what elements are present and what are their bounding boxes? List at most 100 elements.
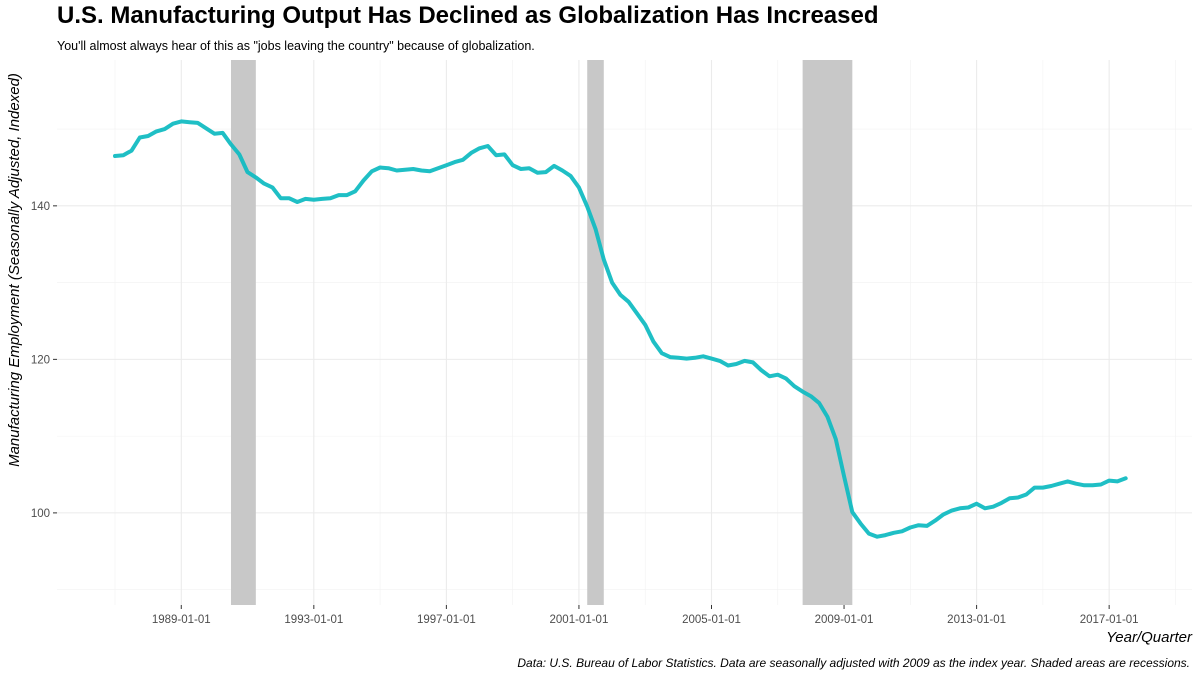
data-point [296,201,298,203]
data-point [917,524,919,526]
data-point [661,352,663,354]
data-point [478,147,480,149]
data-point [321,198,323,200]
data-point [445,164,447,166]
data-point [636,312,638,314]
data-point [304,198,306,200]
chart-title: U.S. Manufacturing Output Has Declined a… [57,2,879,29]
data-point [710,357,712,359]
data-point [420,169,422,171]
data-point [801,390,803,392]
data-point [197,122,199,124]
data-point [429,170,431,172]
data-point [909,526,911,528]
data-point [1042,486,1044,488]
data-point [188,121,190,123]
data-point [951,509,953,511]
data-point [553,165,555,167]
data-point [835,438,837,440]
data-point [1033,486,1035,488]
data-point [205,127,207,129]
x-tick-label: 1997-01-01 [417,614,476,626]
data-point [818,402,820,404]
data-point [520,168,522,170]
data-point [362,179,364,181]
x-axis-title: Year/Quarter [1106,629,1193,646]
data-point [669,356,671,358]
data-point [843,475,845,477]
data-point [752,361,754,363]
data-point [313,199,315,201]
data-point [371,170,373,172]
data-point [619,294,621,296]
data-point [644,324,646,326]
x-tick-label: 2005-01-01 [682,614,741,626]
y-tick-label: 120 [31,354,50,366]
recession-band [802,60,853,605]
data-point [984,507,986,509]
data-point [826,416,828,418]
data-point [395,169,397,171]
data-point [975,502,977,504]
data-point [246,171,248,173]
data-point [230,143,232,145]
data-point [586,205,588,207]
data-point [1091,484,1093,486]
series-layer [113,119,1128,539]
data-point [561,169,563,171]
data-point [139,136,141,138]
data-point [859,522,861,524]
axes: 1989-01-01 1993-01-01 1997-01-01 2001-01-01… [31,201,1139,626]
data-point [594,228,596,230]
data-point [702,355,704,357]
data-point [992,506,994,508]
data-point [652,341,654,343]
data-point [470,152,472,154]
x-tick-label: 2001-01-01 [550,614,609,626]
data-point [288,197,290,199]
data-point [901,530,903,532]
data-point [611,281,613,283]
data-point [329,197,331,199]
data-point [337,194,339,196]
data-point [868,532,870,534]
data-point [884,534,886,536]
data-point [578,186,580,188]
data-point [487,145,489,147]
data-point [263,182,265,184]
data-point [271,186,273,188]
recession-shading [230,60,853,605]
data-point [1075,483,1077,485]
data-point [172,123,174,125]
data-point [1025,493,1027,495]
data-point [893,532,895,534]
data-point [279,197,281,199]
data-point [354,190,356,192]
data-point [851,511,853,513]
data-point [1000,502,1002,504]
data-point [1050,485,1052,487]
data-point [404,169,406,171]
recession-band [230,60,256,605]
data-point [437,167,439,169]
data-point [511,164,513,166]
data-point [545,171,547,173]
data-point [1125,477,1127,479]
data-point [164,128,166,130]
data-point [926,525,928,527]
data-point [1083,484,1085,486]
data-point [603,258,605,260]
data-point [967,506,969,508]
data-point [114,155,116,157]
data-point [238,153,240,155]
y-tick-label: 100 [31,508,50,520]
data-point [627,301,629,303]
data-point [768,375,770,377]
data-point [130,149,132,151]
data-point [462,159,464,161]
data-point [1067,480,1069,482]
data-point [528,167,530,169]
data-point [677,357,679,359]
data-point [810,395,812,397]
